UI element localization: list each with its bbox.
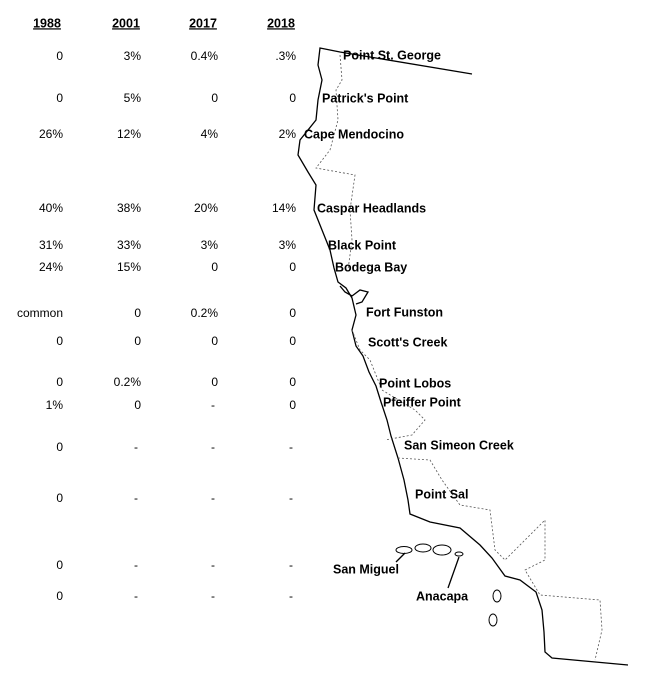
table-cell: 33% (117, 238, 141, 252)
table-cell: 0.2% (114, 375, 142, 389)
table-cell: 31% (39, 238, 63, 252)
table-cell: - (289, 589, 293, 603)
site-label: Fort Funston (366, 305, 443, 319)
table-cell: 0 (56, 91, 63, 105)
table-cell: 0 (211, 260, 218, 274)
table-cell: .3% (275, 49, 296, 63)
island (488, 613, 498, 627)
table-cell: 2% (279, 127, 297, 141)
island (395, 546, 413, 554)
site-label: San Simeon Creek (404, 438, 514, 452)
table-cell: 0 (289, 260, 296, 274)
table-cell: 0 (56, 589, 63, 603)
table-cell: 0 (56, 375, 63, 389)
site-label: Black Point (328, 238, 397, 252)
table-cell: 0 (289, 398, 296, 412)
leader-line (395, 552, 406, 563)
county-lines (351, 329, 426, 441)
table-cell: - (289, 491, 293, 505)
table-cell: 0 (289, 334, 296, 348)
table-cell: 0 (211, 334, 218, 348)
table-cell: 0 (211, 91, 218, 105)
table-cell: 0 (56, 334, 63, 348)
site-label: Anacapa (416, 589, 469, 603)
table-cell: 0 (289, 375, 296, 389)
table-cell: - (211, 398, 215, 412)
site-label: Cape Mendocino (304, 127, 404, 141)
table-cell: - (289, 558, 293, 572)
table-cell: 0 (211, 375, 218, 389)
table-cell: 38% (117, 201, 141, 215)
table-cell: 20% (194, 201, 218, 215)
table-cell: 0 (56, 491, 63, 505)
column-header: 2017 (189, 16, 217, 30)
table-cell: 0 (56, 49, 63, 63)
coastline (297, 47, 629, 666)
table-cell: - (134, 491, 138, 505)
site-label: Caspar Headlands (317, 201, 426, 215)
table-cell: - (211, 589, 215, 603)
table-cell: 0 (134, 334, 141, 348)
table-cell: - (289, 440, 293, 454)
island (432, 544, 452, 556)
table-cell: common (17, 306, 63, 320)
table-cell: 0.4% (191, 49, 219, 63)
table-cell: 0 (289, 306, 296, 320)
site-label: Point St. George (343, 48, 441, 62)
site-label: Scott's Creek (368, 335, 447, 349)
site-label: Point Lobos (379, 376, 451, 390)
table-cell: 12% (117, 127, 141, 141)
table-cell: 0 (56, 440, 63, 454)
leader-line (447, 556, 460, 589)
table-cell: - (134, 589, 138, 603)
table-cell: 24% (39, 260, 63, 274)
table-cell: 15% (117, 260, 141, 274)
table-cell: 0 (289, 91, 296, 105)
column-header: 2001 (112, 16, 140, 30)
table-cell: 0 (56, 558, 63, 572)
table-cell: 3% (201, 238, 219, 252)
table-cell: - (134, 440, 138, 454)
site-label: Bodega Bay (335, 260, 407, 274)
column-header: 2018 (267, 16, 295, 30)
column-header: 1988 (33, 16, 61, 30)
table-cell: - (211, 491, 215, 505)
table-cell: 3% (124, 49, 142, 63)
site-label: San Miguel (333, 562, 399, 576)
table-cell: 26% (39, 127, 63, 141)
table-cell: 4% (201, 127, 219, 141)
table-cell: 3% (279, 238, 297, 252)
site-label: Patrick's Point (322, 91, 409, 105)
table-cell: 1% (46, 398, 64, 412)
island (492, 589, 502, 603)
table-cell: 14% (272, 201, 296, 215)
county-lines (315, 54, 356, 271)
table-cell: 0.2% (191, 306, 219, 320)
site-label: Pfeiffer Point (383, 395, 462, 409)
table-cell: - (134, 558, 138, 572)
table-cell: - (211, 558, 215, 572)
table-cell: 40% (39, 201, 63, 215)
table-cell: 5% (124, 91, 142, 105)
bay (339, 285, 370, 305)
site-label: Point Sal (415, 487, 468, 501)
map (297, 47, 629, 666)
island (414, 543, 432, 553)
table-cell: 0 (134, 398, 141, 412)
island (454, 551, 464, 557)
table-cell: - (211, 440, 215, 454)
table-cell: 0 (134, 306, 141, 320)
county-lines (397, 457, 603, 661)
